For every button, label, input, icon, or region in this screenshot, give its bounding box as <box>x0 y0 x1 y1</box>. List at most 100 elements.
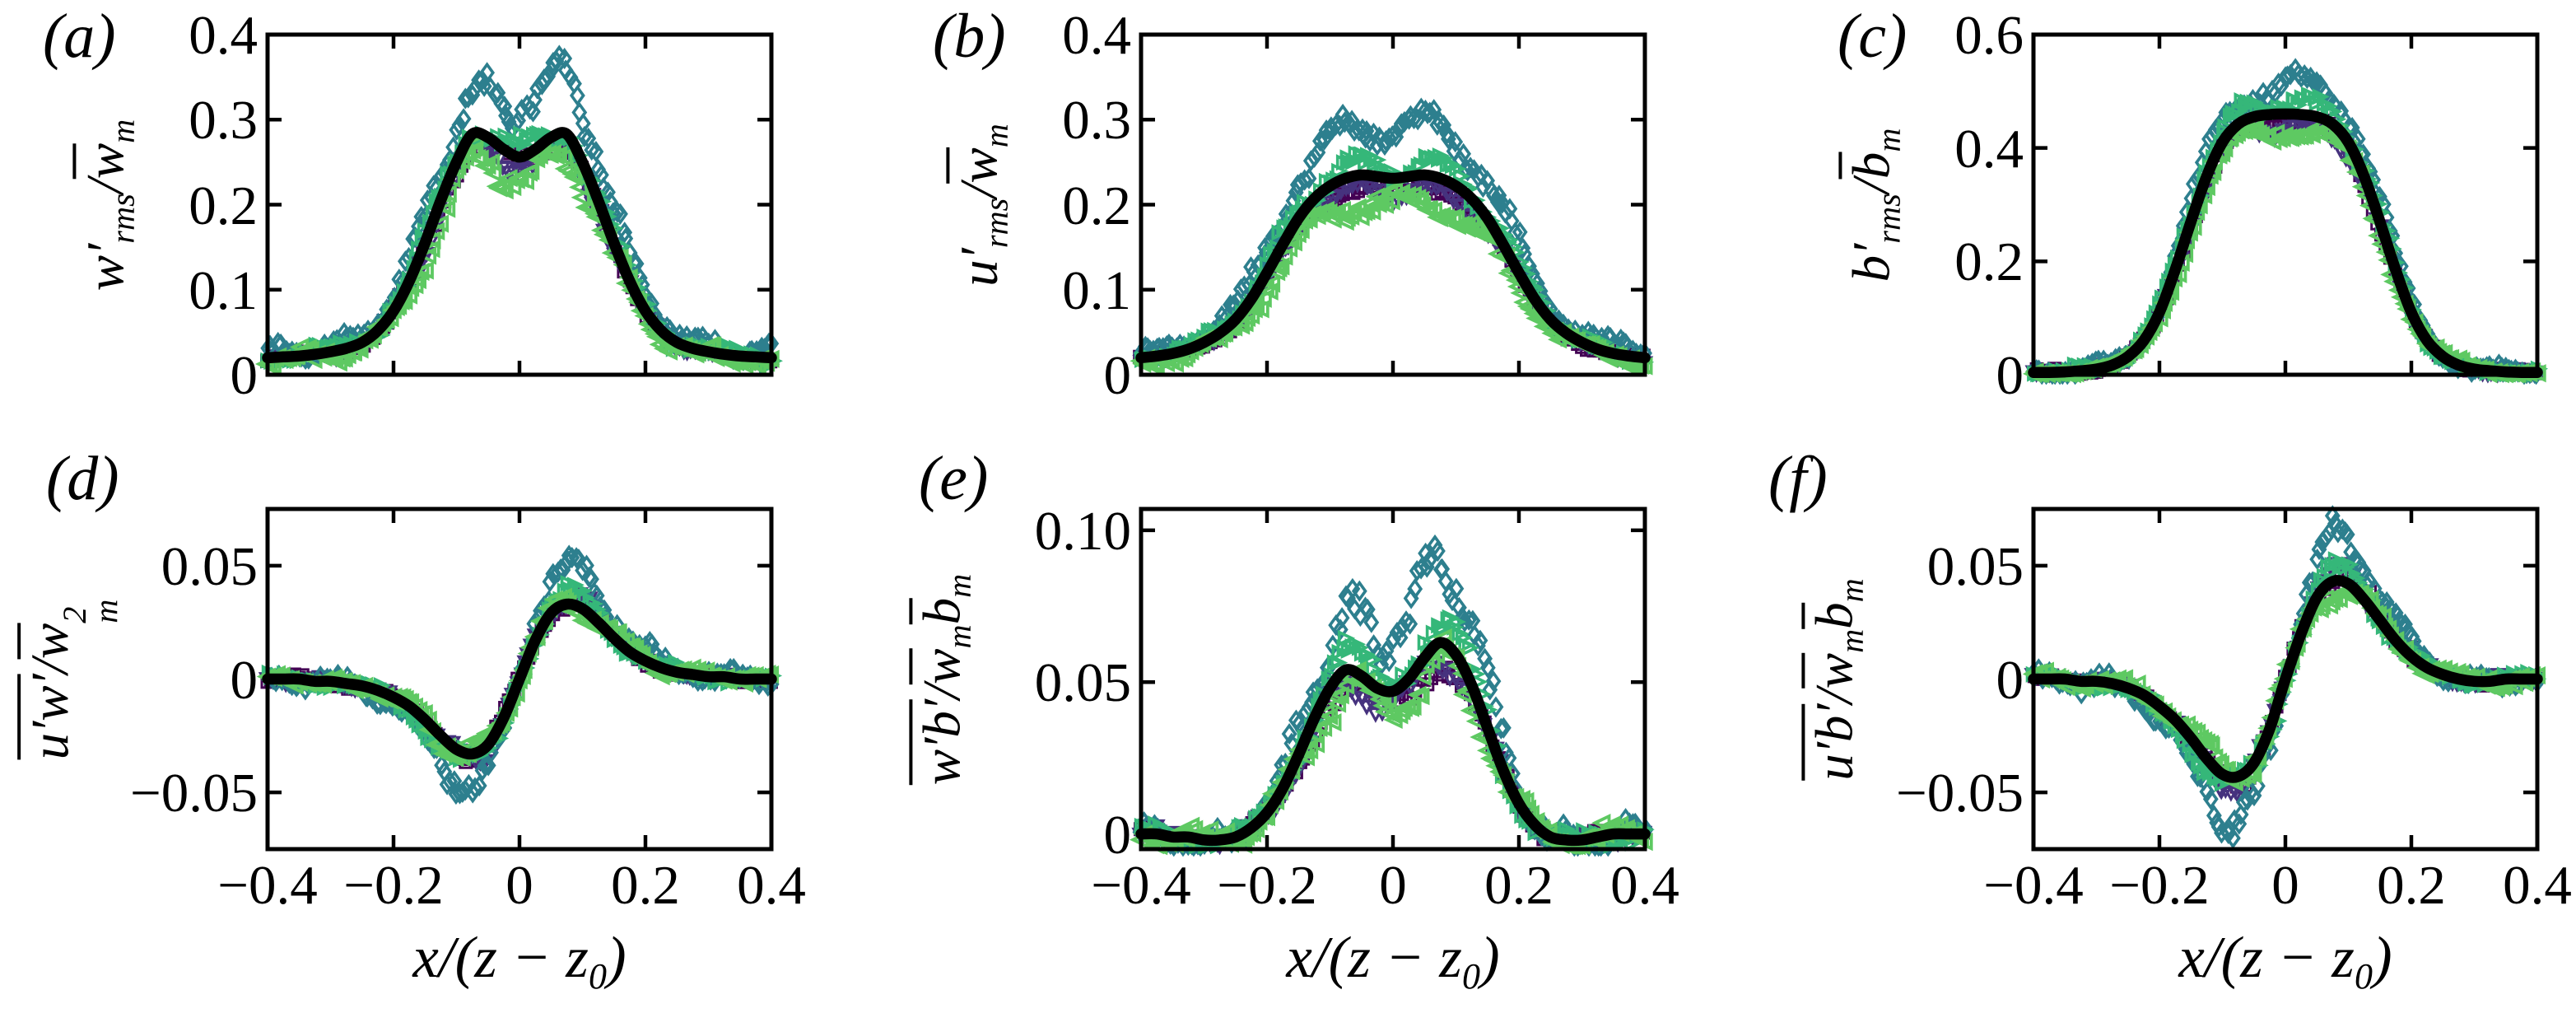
ytick-label-c: 0 <box>1996 345 2024 406</box>
math-token: / <box>76 178 136 194</box>
xtick-label: 0.2 <box>611 855 680 916</box>
xtick-label: −0.2 <box>1217 855 1317 916</box>
math-token: / <box>1842 178 1902 194</box>
subplot-d <box>256 506 783 852</box>
mean-line-d <box>262 598 777 760</box>
panel-letter-c: (c) <box>1838 2 1908 71</box>
xtick-label: 0 <box>1379 855 1407 916</box>
ylabel-b: u′rms/wm <box>946 124 1015 287</box>
ytick-label-a: 0.4 <box>189 5 258 66</box>
ytick-label-f: 0.05 <box>1926 535 2024 597</box>
ytick-label-a: 0.1 <box>189 259 258 321</box>
math-token: wm <box>946 124 1014 184</box>
ytick-label-e: 0 <box>1103 804 1132 866</box>
xaxis-title: x/(z − z0) <box>1286 929 1499 995</box>
math-token: u′w′ <box>17 673 80 759</box>
axes-frame-a <box>265 32 774 377</box>
scatter-c-series-2 <box>2024 114 2544 384</box>
ytick-label-e: 0.05 <box>1034 652 1131 714</box>
xtick-label: −0.4 <box>1983 855 2084 916</box>
ytick-label-f: −0.05 <box>1895 763 2024 824</box>
scatter-a-series-3 <box>260 44 780 371</box>
ytick-label-d: 0 <box>230 649 259 711</box>
ytick-label-a: 0 <box>230 345 259 406</box>
math-token: x/(z − z <box>412 926 589 990</box>
ylabel-e: w′b′/wmbm <box>909 573 977 785</box>
scatter-c-series-5 <box>2022 118 2546 384</box>
mean-line-f <box>2028 575 2543 783</box>
axes-frame-d <box>265 506 774 852</box>
panel-letter-b: (b) <box>933 2 1006 71</box>
ytick-label-b: 0.2 <box>1062 175 1131 236</box>
math-token: bm <box>1801 578 1870 629</box>
math-token: u′rms <box>949 198 1015 287</box>
xtick-label: −0.4 <box>1091 855 1191 916</box>
math-token: / <box>1805 688 1865 703</box>
xaxis-title: x/(z − z0) <box>2178 929 2392 995</box>
xtick-label: −0.4 <box>217 855 318 916</box>
math-token: ) <box>1479 926 1500 990</box>
axes-frame-f <box>2031 506 2540 852</box>
axes-frame-e <box>1139 506 1647 852</box>
panel-letter-a: (a) <box>43 2 116 71</box>
ytick-label-f: 0 <box>1996 649 2024 711</box>
math-token: 0 <box>1461 956 1480 997</box>
ytick-label-d: 0.05 <box>161 535 258 597</box>
xtick-label: 0.4 <box>2503 855 2572 916</box>
math-token: / <box>912 684 972 699</box>
math-token: x/(z − z <box>2178 926 2355 990</box>
xtick-label: 0.4 <box>737 855 806 916</box>
math-token: wm <box>72 119 141 179</box>
panel-letter-e: (e) <box>919 444 989 513</box>
math-token: 0 <box>2354 956 2373 997</box>
axes-frame-c <box>2031 32 2540 377</box>
panel-letter-d: (d) <box>46 444 119 513</box>
math-token: wm <box>1801 628 1870 689</box>
mean-line-a <box>262 127 777 364</box>
subplot-e <box>1129 506 1655 857</box>
xtick-label: 0 <box>2271 855 2299 916</box>
ytick-label-e: 0.10 <box>1034 500 1131 562</box>
ytick-label-d: −0.05 <box>129 763 258 824</box>
math-token: / <box>949 183 1009 198</box>
ytick-label-b: 0.3 <box>1062 90 1131 152</box>
math-token: b′rms <box>1842 193 1908 282</box>
math-token: w′rms <box>76 193 142 291</box>
ylabel-f: u′b′/wmbm <box>1801 578 1870 781</box>
scatter-c-series-1 <box>2027 112 2543 381</box>
ylabel-d: u′w′/w 2 m <box>17 599 125 759</box>
xtick-label: 0.2 <box>1484 855 1554 916</box>
panel-letter-f: (f) <box>1768 444 1828 513</box>
ytick-label-a: 0.2 <box>189 175 258 236</box>
ytick-label-c: 0.2 <box>1954 231 2024 293</box>
ytick-label-c: 0.6 <box>1954 5 2024 66</box>
subplot-c <box>2022 32 2549 385</box>
math-token: wm <box>909 624 977 684</box>
mean-line-b <box>1135 169 1651 364</box>
ytick-label-b: 0 <box>1103 345 1132 406</box>
math-token: x/(z − z <box>1286 926 1462 990</box>
xtick-label: −0.2 <box>343 855 444 916</box>
subplot-b <box>1130 32 1655 377</box>
xtick-label: −0.2 <box>2109 855 2210 916</box>
ytick-label-b: 0.1 <box>1062 259 1131 321</box>
xtick-label: 0 <box>505 855 533 916</box>
scatter-b-series-5 <box>1130 181 1653 377</box>
math-token: / <box>21 658 81 674</box>
math-token: bm <box>1838 128 1907 179</box>
xaxis-title: x/(z − z0) <box>412 929 626 995</box>
ytick-label-a: 0.3 <box>189 90 258 152</box>
subplot-a <box>254 32 783 377</box>
math-token: 0 <box>588 956 607 997</box>
ytick-label-b: 0.4 <box>1062 5 1131 66</box>
ylabel-c: b′rms/bm <box>1838 128 1907 282</box>
mean-line-c <box>2028 108 2543 379</box>
axes-frame-b <box>1139 32 1647 377</box>
ylabel-a: w′rms/wm <box>72 119 141 291</box>
ytick-label-c: 0.4 <box>1954 118 2024 180</box>
math-token: w′b′ <box>909 698 971 785</box>
math-token: u′b′ <box>1801 703 1864 781</box>
xtick-label: 0.2 <box>2377 855 2446 916</box>
